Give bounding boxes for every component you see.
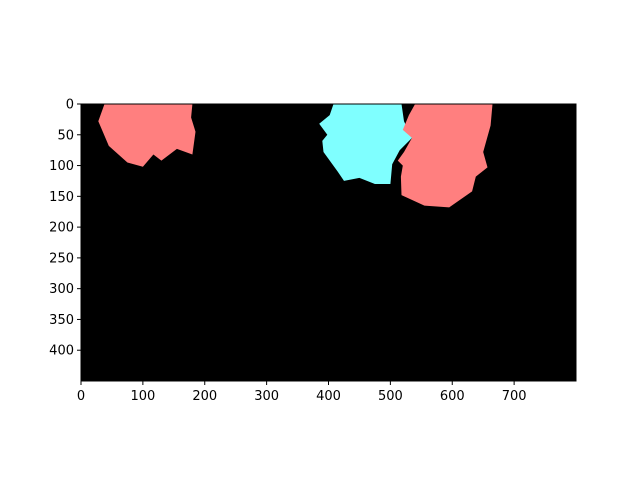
- y-tick-label: 0: [66, 98, 74, 113]
- x-tick-label: 100: [130, 389, 155, 404]
- x-tick-label: 400: [316, 389, 341, 404]
- y-axis: 0 50 100 150 200 250 300 350 400: [49, 98, 81, 359]
- x-axis: 0 100 200 300 400 500 600 700: [77, 381, 527, 404]
- image-regions: [98, 104, 493, 208]
- y-tick-label: 200: [49, 221, 74, 236]
- region-3: [397, 104, 493, 208]
- y-tick-label: 400: [49, 344, 74, 359]
- x-tick-label: 0: [77, 389, 85, 404]
- y-tick-label: 300: [49, 282, 74, 297]
- y-tick-label: 150: [49, 190, 74, 205]
- y-tick-label: 50: [57, 128, 74, 143]
- x-tick-label: 500: [378, 389, 403, 404]
- y-tick-label: 100: [49, 159, 74, 174]
- y-tick-label: 250: [49, 251, 74, 266]
- x-tick-label: 700: [502, 389, 527, 404]
- y-tick-label: 350: [49, 313, 74, 328]
- x-tick-label: 300: [254, 389, 279, 404]
- x-tick-label: 600: [440, 389, 465, 404]
- region-2: [319, 104, 412, 184]
- region-1: [98, 104, 196, 167]
- x-tick-label: 200: [192, 389, 217, 404]
- plot-frame: [80, 103, 577, 382]
